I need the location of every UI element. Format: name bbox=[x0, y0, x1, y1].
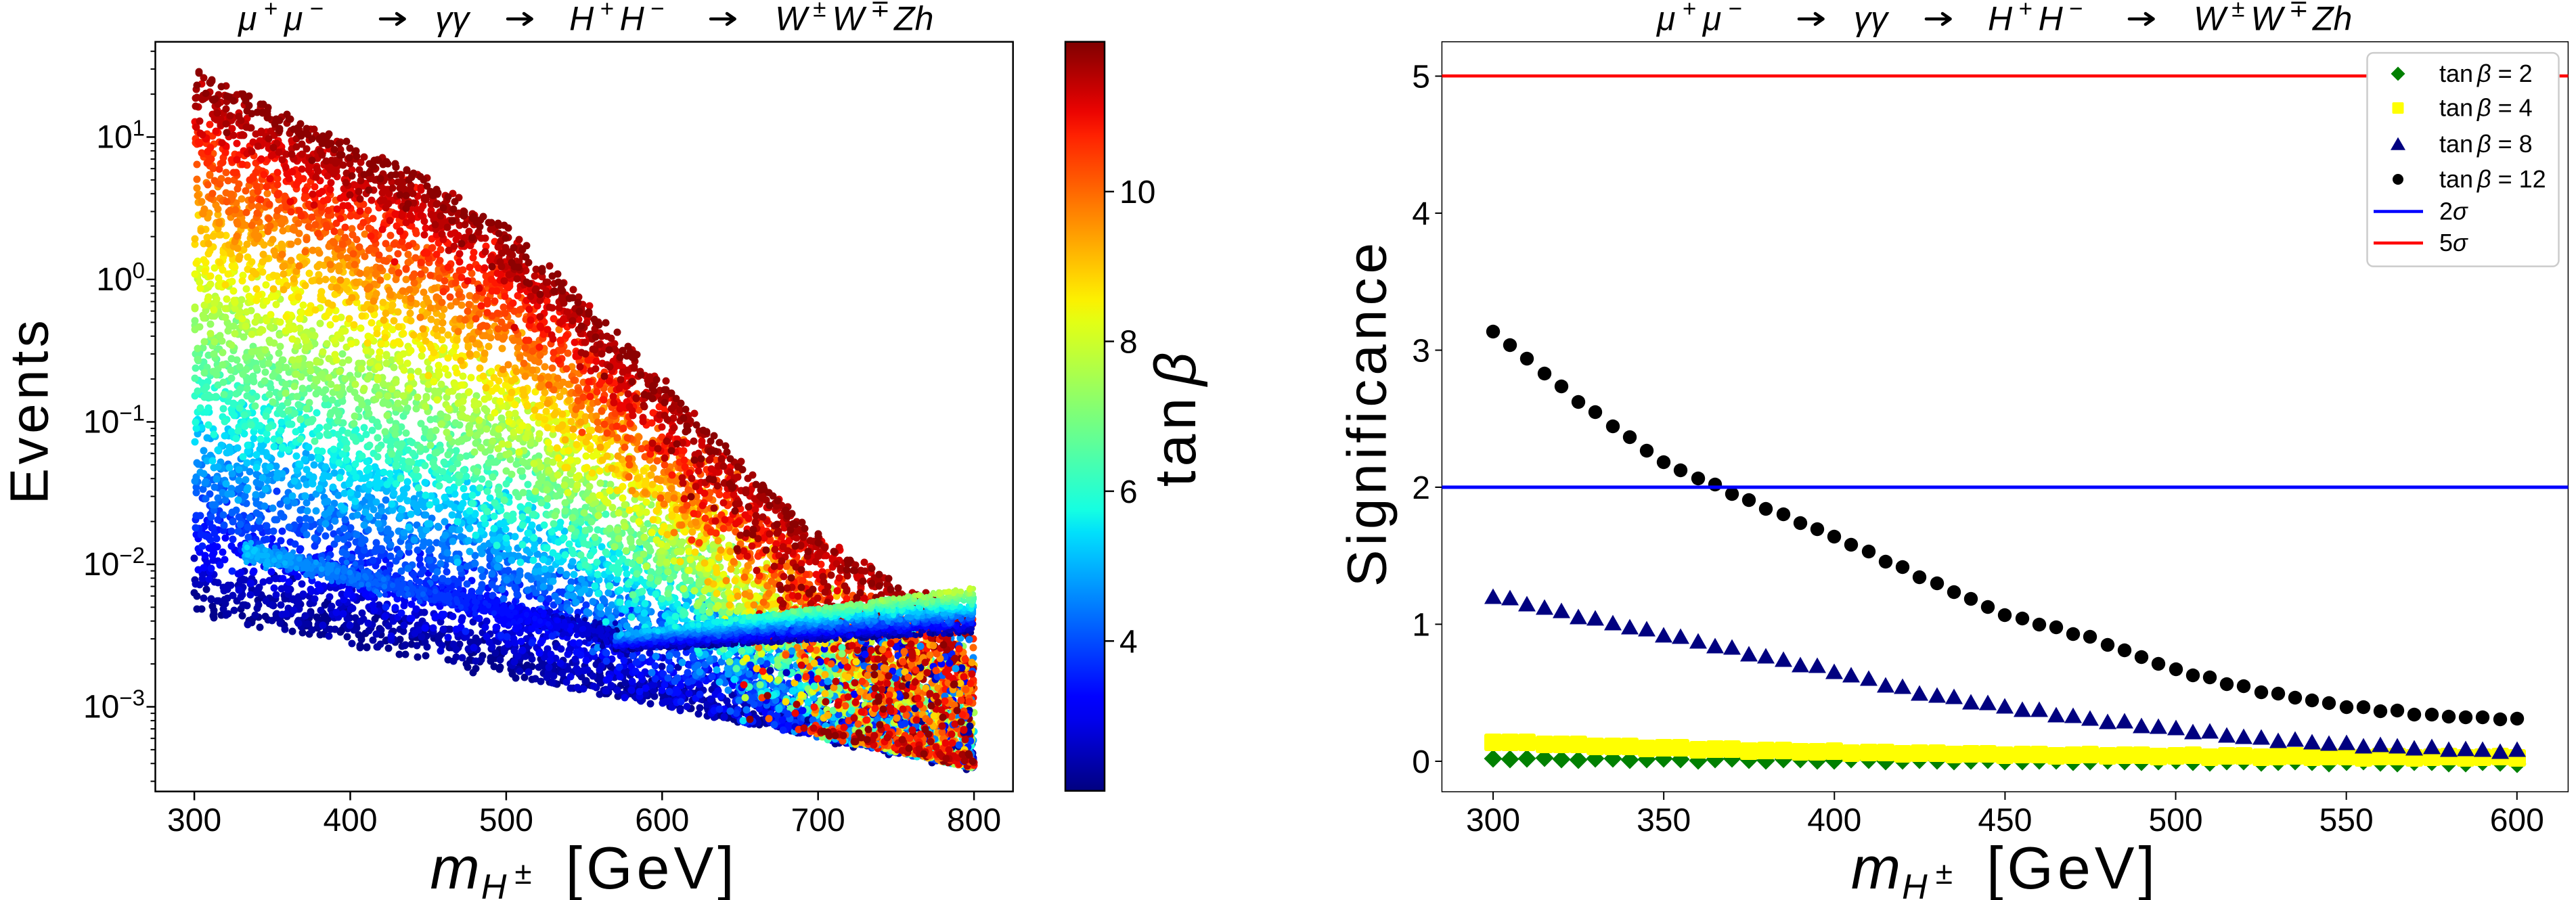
svg-text:γγ: γγ bbox=[1854, 0, 1890, 38]
svg-text:Significance: Significance bbox=[1337, 239, 1398, 587]
svg-text:5σ: 5σ bbox=[2439, 229, 2468, 256]
svg-text:tanβ=8: tan β = 8 bbox=[2439, 130, 2533, 158]
svg-text:0: 0 bbox=[1412, 744, 1430, 780]
svg-text:550: 550 bbox=[2319, 803, 2374, 838]
svg-text:tanβ: tanβ bbox=[1143, 348, 1208, 487]
svg-text:6: 6 bbox=[1119, 474, 1138, 510]
svg-text:700: 700 bbox=[791, 803, 845, 838]
svg-text:10−2: 10−2 bbox=[83, 543, 145, 583]
svg-text:H+H−: H + H − bbox=[569, 0, 664, 38]
svg-text:tanβ=2: tan β = 2 bbox=[2439, 60, 2533, 87]
svg-text:3: 3 bbox=[1412, 334, 1430, 369]
svg-text:10: 10 bbox=[1119, 175, 1155, 210]
svg-text:Events: Events bbox=[0, 317, 60, 505]
svg-text:600: 600 bbox=[635, 803, 689, 838]
svg-text:400: 400 bbox=[1807, 803, 1861, 838]
svg-text:600: 600 bbox=[2490, 803, 2544, 838]
svg-text:4: 4 bbox=[1412, 196, 1430, 232]
svg-text:mH±[GeV]: mH ± [GeV] bbox=[1851, 834, 2159, 900]
svg-text:8: 8 bbox=[1119, 325, 1138, 361]
svg-text:γγ: γγ bbox=[435, 0, 471, 38]
svg-text:10−1: 10−1 bbox=[83, 401, 145, 441]
svg-text:2σ: 2σ bbox=[2439, 198, 2468, 225]
svg-text:4: 4 bbox=[1119, 624, 1138, 660]
svg-text:2: 2 bbox=[1412, 470, 1430, 506]
svg-text:W±W∓Zh: W ± W ∓ Zh bbox=[775, 0, 933, 38]
svg-text:mH±[GeV]: mH ± [GeV] bbox=[430, 834, 738, 900]
svg-text:400: 400 bbox=[323, 803, 377, 838]
svg-text:350: 350 bbox=[1637, 803, 1691, 838]
svg-text:300: 300 bbox=[167, 803, 221, 838]
svg-text:300: 300 bbox=[1466, 803, 1520, 838]
svg-text:500: 500 bbox=[2148, 803, 2202, 838]
svg-text:450: 450 bbox=[1978, 803, 2032, 838]
svg-text:W±W∓Zh: W ± W ∓ Zh bbox=[2194, 0, 2352, 38]
svg-text:800: 800 bbox=[947, 803, 1001, 838]
svg-text:1: 1 bbox=[1412, 608, 1430, 644]
svg-text:500: 500 bbox=[479, 803, 533, 838]
svg-text:tanβ=4: tan β = 4 bbox=[2439, 94, 2533, 122]
svg-text:100: 100 bbox=[96, 258, 145, 298]
svg-text:5: 5 bbox=[1412, 60, 1430, 95]
